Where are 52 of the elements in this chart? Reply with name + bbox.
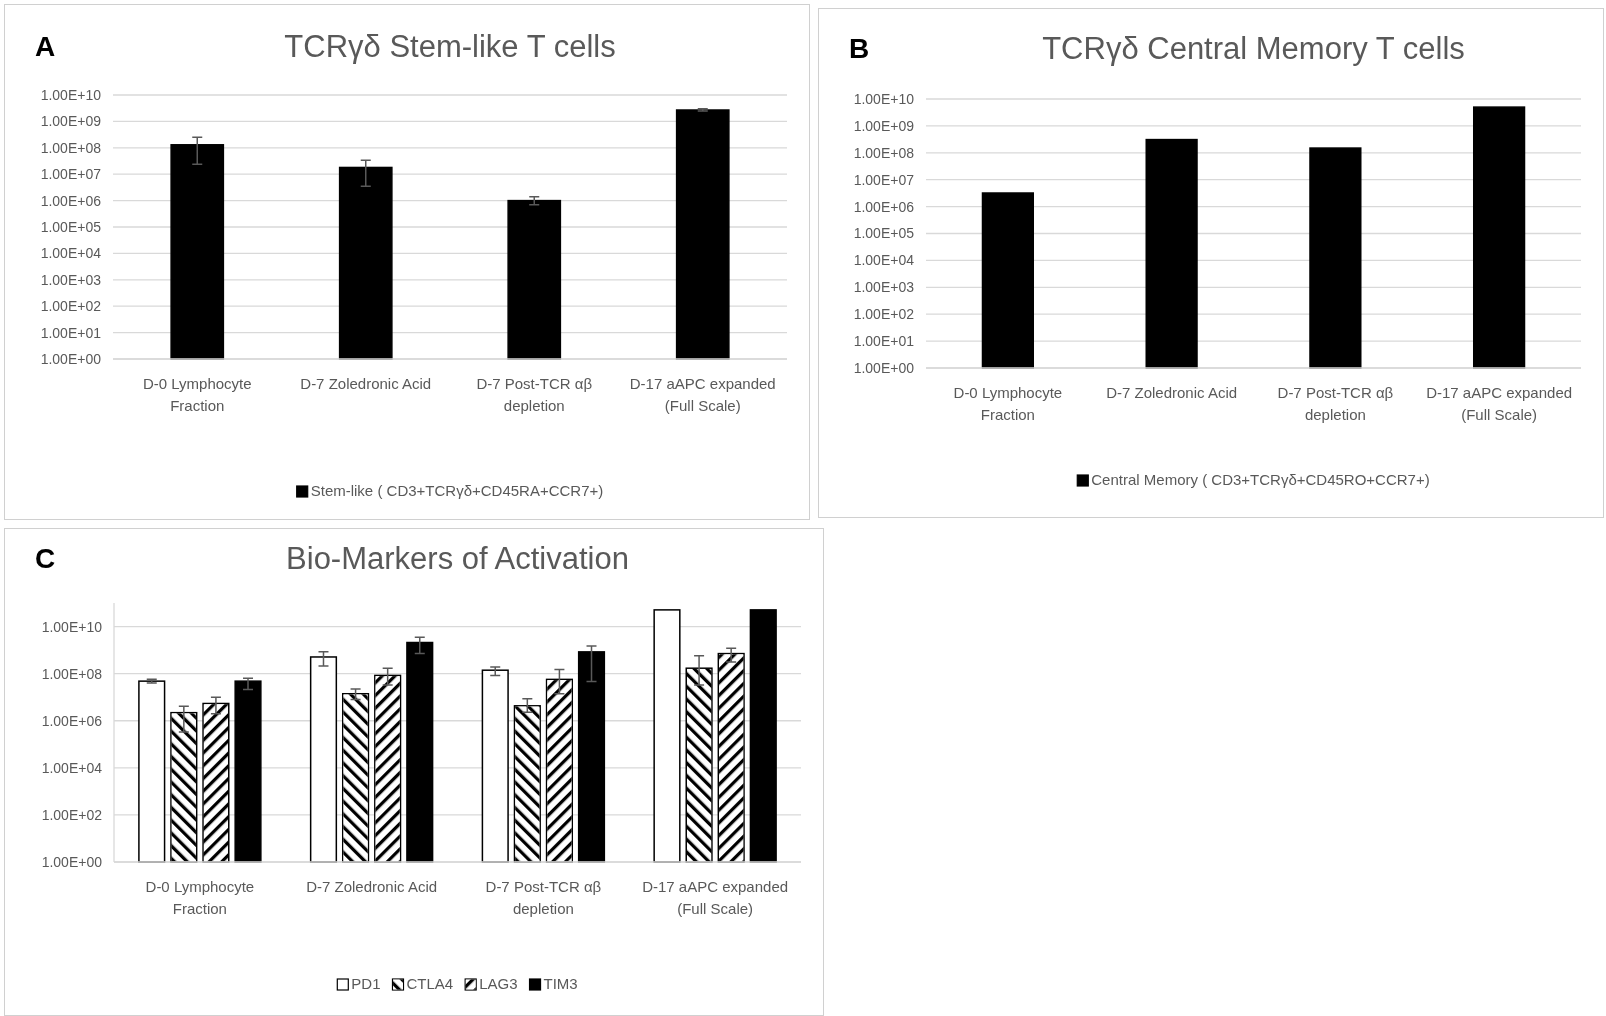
y-tick-label: 1.00E+04 <box>853 252 915 269</box>
y-tick-label: 1.00E+05 <box>40 218 102 235</box>
x-tick-label: D-7 Post-TCR αβ depletion <box>485 878 602 917</box>
y-tick-label: 1.00E+02 <box>41 806 103 823</box>
y-tick-label: 1.00E+04 <box>41 759 103 776</box>
x-tick-label: D-17 aAPC expanded (Full Scale) <box>1426 384 1573 423</box>
y-tick-label: 1.00E+08 <box>41 665 103 682</box>
legend-label: TIM3 <box>543 974 578 992</box>
y-tick-label: 1.00E+06 <box>853 198 915 215</box>
text: B <box>849 33 870 65</box>
x-tick-label: D-7 Zoledronic Acid <box>1106 384 1238 401</box>
y-tick-label: 1.00E+04 <box>40 245 102 262</box>
x-tick-label: D-7 Post-TCR αβ depletion <box>476 375 593 414</box>
y-tick-label: 1.00E+06 <box>40 192 102 209</box>
legend-label: Stem-like ( CD3+TCRγδ+CD45RA+CCR7+) <box>310 481 604 499</box>
x-tick-label: D-7 Zoledronic Acid <box>300 375 432 392</box>
legend-label: PD1 <box>351 974 381 992</box>
y-tick-label: 1.00E+10 <box>41 618 103 635</box>
y-tick-label: 1.00E+03 <box>853 279 915 296</box>
y-tick-label: 1.00E+10 <box>853 90 915 107</box>
y-tick-label: 1.00E+00 <box>41 853 103 870</box>
chart-title: TCRγδ Stem-like T cells <box>284 29 616 65</box>
x-tick-label: D-17 aAPC expanded (Full Scale) <box>642 878 789 917</box>
y-tick-label: 1.00E+02 <box>853 306 915 323</box>
y-tick-label: 1.00E+08 <box>40 139 102 156</box>
y-tick-label: 1.00E+00 <box>853 359 915 376</box>
y-tick-label: 1.00E+09 <box>853 117 915 134</box>
chart-title: TCRγδ Central Memory T cells <box>1042 31 1465 67</box>
y-tick-label: 1.00E+01 <box>40 324 102 341</box>
legend-label: CTLA4 <box>406 974 454 992</box>
y-tick-label: 1.00E+06 <box>41 712 103 729</box>
y-tick-label: 1.00E+00 <box>40 350 102 367</box>
text: A <box>35 31 56 63</box>
chart-title: Bio-Markers of Activation <box>286 541 629 577</box>
x-tick-label: D-7 Post-TCR αβ depletion <box>1277 384 1394 423</box>
x-tick-label: D-0 Lymphocyte Fraction <box>142 375 252 414</box>
text: C <box>35 543 56 575</box>
y-tick-label: 1.00E+10 <box>40 86 102 103</box>
legend-label: Central Memory ( CD3+TCRγδ+CD45RO+CCR7+) <box>1091 470 1430 488</box>
y-tick-label: 1.00E+08 <box>853 144 915 161</box>
x-tick-label: D-0 Lymphocyte Fraction <box>953 384 1063 423</box>
x-tick-label: D-17 aAPC expanded (Full Scale) <box>629 375 776 414</box>
x-tick-label: D-7 Zoledronic Acid <box>306 878 438 895</box>
y-tick-label: 1.00E+05 <box>853 225 915 242</box>
y-tick-label: 1.00E+07 <box>40 166 102 183</box>
y-tick-label: 1.00E+01 <box>853 333 915 350</box>
y-tick-label: 1.00E+03 <box>40 271 102 288</box>
x-tick-label: D-0 Lymphocyte Fraction <box>145 878 255 917</box>
y-tick-label: 1.00E+09 <box>40 113 102 130</box>
y-tick-label: 1.00E+02 <box>40 298 102 315</box>
legend-label: LAG3 <box>479 974 518 992</box>
y-tick-label: 1.00E+07 <box>853 171 915 188</box>
